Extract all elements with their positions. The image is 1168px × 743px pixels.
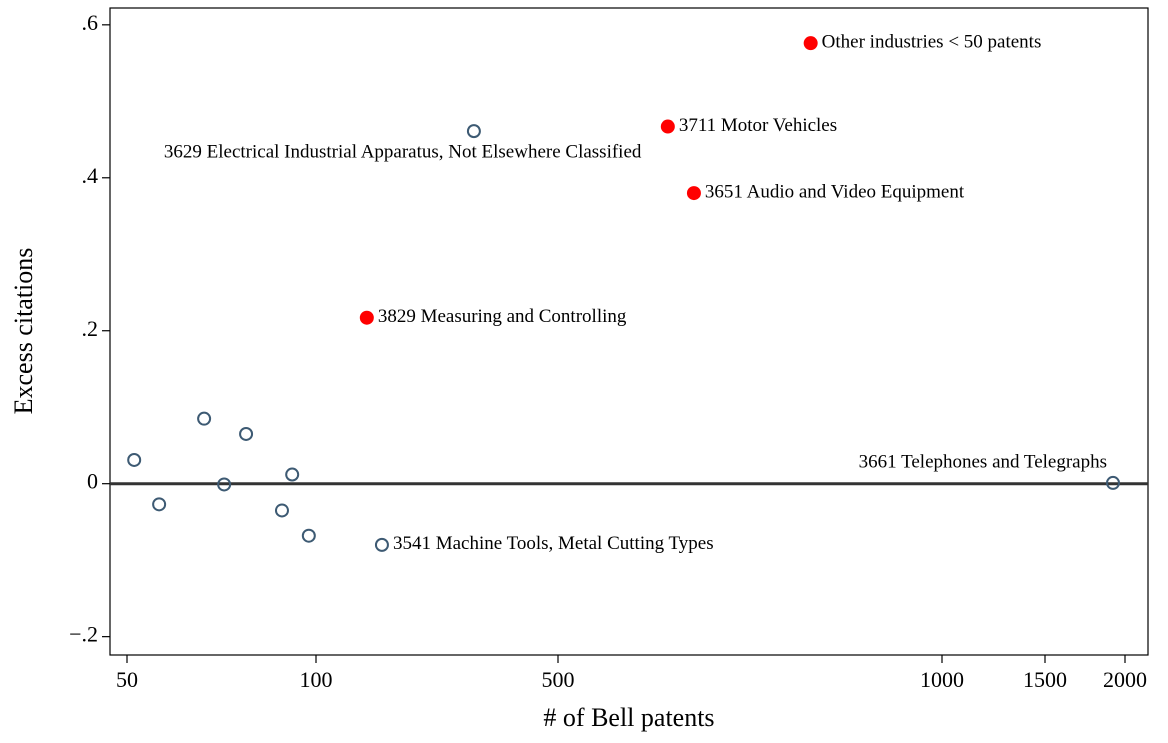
point bbox=[466, 124, 481, 139]
point bbox=[686, 186, 701, 201]
point-label: 3829 Measuring and Controlling bbox=[378, 306, 627, 327]
point bbox=[1106, 475, 1120, 490]
x-tick-label: 1500 bbox=[1023, 667, 1067, 692]
point-label: 3711 Motor Vehicles bbox=[679, 115, 837, 136]
x-tick-label: 50 bbox=[116, 667, 138, 692]
x-tick-label: 500 bbox=[542, 667, 575, 692]
y-axis-title: Excess citations bbox=[9, 248, 38, 415]
point bbox=[359, 310, 374, 325]
point bbox=[803, 36, 818, 51]
y-tick-label: .4 bbox=[82, 163, 99, 188]
point bbox=[127, 452, 142, 467]
point-label: 3541 Machine Tools, Metal Cutting Types bbox=[393, 533, 714, 554]
y-tick-label: .6 bbox=[82, 10, 99, 35]
y-tick-label: .2 bbox=[82, 316, 99, 341]
point bbox=[152, 497, 167, 512]
point bbox=[274, 503, 289, 518]
x-tick-label: 100 bbox=[300, 667, 333, 692]
point-label: 3629 Electrical Industrial Apparatus, No… bbox=[164, 141, 642, 162]
point bbox=[217, 477, 232, 492]
x-tick-label: 2000 bbox=[1103, 667, 1147, 692]
point bbox=[197, 411, 212, 426]
plot-frame bbox=[109, 7, 1149, 656]
point-label: 3651 Audio and Video Equipment bbox=[705, 181, 965, 202]
point bbox=[374, 537, 389, 552]
point bbox=[239, 426, 254, 441]
point bbox=[301, 528, 316, 543]
point bbox=[285, 467, 300, 482]
x-tick-label: 1000 bbox=[920, 667, 964, 692]
y-tick-label: 0 bbox=[87, 469, 98, 494]
point bbox=[660, 119, 675, 134]
point-label: Other industries < 50 patents bbox=[822, 32, 1042, 53]
x-axis-title: # of Bell patents bbox=[543, 703, 714, 732]
y-tick-label: −.2 bbox=[69, 622, 98, 647]
point-label: 3661 Telephones and Telegraphs bbox=[859, 451, 1107, 472]
